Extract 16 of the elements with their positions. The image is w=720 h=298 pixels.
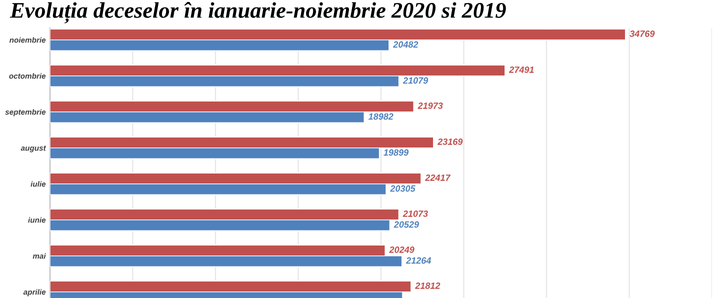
data-label: 21264 [406,257,432,264]
data-label: 22417 [425,174,451,181]
data-label: 34769 [630,30,655,37]
data-label: 21073 [402,210,428,217]
data-label: 20249 [389,246,414,253]
data-label: 20305 [390,185,416,192]
data-label: 21973 [418,102,443,109]
data-label: 19899 [384,149,409,156]
data-label: 23169 [437,138,463,145]
data-label: 20529 [394,221,419,228]
data-label: 21812 [415,282,440,289]
chart-title: Evoluția deceselor în ianuarie-noiembrie 2020 si 2019 [10,2,506,24]
data-label: 18982 [368,113,394,120]
data-label: 27491 [509,66,534,73]
data-label: 21079 [402,77,428,84]
data-label: 20482 [393,41,418,48]
